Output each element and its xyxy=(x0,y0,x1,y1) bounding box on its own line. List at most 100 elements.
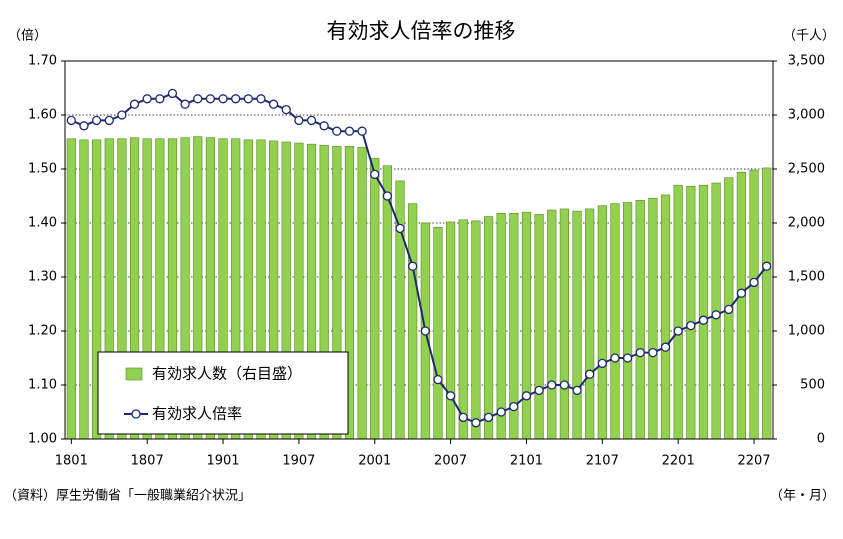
x-tick-label: 1907 xyxy=(282,454,315,469)
bar xyxy=(534,214,544,440)
line-marker xyxy=(117,110,127,120)
legend-label: 有効求人数（右目盛） xyxy=(152,365,302,383)
line-marker xyxy=(635,347,645,358)
bar xyxy=(483,216,494,440)
y2-tick-label: 1,500 xyxy=(788,270,825,285)
line-marker xyxy=(420,326,430,336)
line-marker xyxy=(357,126,367,136)
line-marker xyxy=(648,347,658,358)
bar xyxy=(408,203,418,440)
line-marker xyxy=(736,288,747,298)
line-marker xyxy=(547,380,557,390)
line-marker xyxy=(193,94,203,104)
y2-tick-label: 2,500 xyxy=(788,162,825,177)
bar xyxy=(521,211,532,440)
source-note: （資料）厚生労働省「一般職業紹介状況」 xyxy=(4,488,251,504)
y2-tick-label: 3,500 xyxy=(788,54,825,69)
bar xyxy=(635,200,645,440)
x-tick-label: 1901 xyxy=(206,454,239,469)
bar xyxy=(79,139,89,440)
legend-label: 有効求人倍率 xyxy=(152,405,242,423)
line-marker xyxy=(382,191,393,201)
x-tick-label: 2007 xyxy=(434,454,467,469)
x-tick-label: 2001 xyxy=(358,454,391,469)
line-marker xyxy=(91,115,102,126)
line-marker xyxy=(483,412,494,423)
bar xyxy=(648,197,658,440)
line-marker xyxy=(445,391,456,401)
x-tick-label: 2101 xyxy=(510,454,543,469)
line-marker xyxy=(142,94,152,104)
y-tick-label: 1.40 xyxy=(28,216,57,231)
legend-box xyxy=(97,351,349,435)
line-marker xyxy=(243,94,253,104)
y2-tick-label: 1,000 xyxy=(788,324,825,339)
y-tick-label: 1.60 xyxy=(28,108,57,123)
line-marker xyxy=(458,412,468,423)
line-marker xyxy=(319,121,329,131)
line-marker xyxy=(622,353,633,363)
bar xyxy=(370,157,380,440)
bar xyxy=(357,147,367,440)
bar xyxy=(382,165,392,440)
line-marker xyxy=(129,99,140,109)
bar xyxy=(471,220,481,440)
bar xyxy=(433,227,443,440)
x-tick-label: 1807 xyxy=(131,454,164,469)
line-marker xyxy=(559,380,570,390)
bar xyxy=(673,184,683,440)
line-marker xyxy=(471,418,481,428)
line-marker xyxy=(370,169,380,180)
bar xyxy=(762,167,772,440)
line-marker xyxy=(597,358,607,369)
line-marker xyxy=(268,99,279,109)
x-tick-label: 2207 xyxy=(737,454,770,469)
legend-swatch xyxy=(125,367,143,381)
line-marker xyxy=(521,391,532,401)
line-marker xyxy=(167,88,178,99)
line-marker xyxy=(281,104,291,115)
y-tick-label: 1.70 xyxy=(28,54,57,69)
plot-frame xyxy=(64,60,774,440)
bar xyxy=(736,171,746,440)
line-marker xyxy=(306,115,317,126)
x-tick-label: 2107 xyxy=(586,454,619,469)
chart-title: 有効求人倍率の推移 xyxy=(327,19,516,43)
bar xyxy=(559,208,569,440)
x-tick-label: 2201 xyxy=(662,454,695,469)
bar xyxy=(597,205,607,440)
bar xyxy=(623,202,633,440)
x-tick-label: 1801 xyxy=(55,454,88,469)
y-tick-label: 1.50 xyxy=(28,162,57,177)
bar xyxy=(610,203,620,440)
y-unit-label: （倍） xyxy=(8,29,47,44)
bar xyxy=(698,184,709,440)
line-marker xyxy=(724,304,734,315)
bar xyxy=(547,209,557,440)
line-marker xyxy=(762,261,772,271)
line-marker xyxy=(749,277,759,288)
bar xyxy=(572,210,582,440)
line-marker xyxy=(344,126,355,136)
line-marker xyxy=(610,353,620,363)
line-marker xyxy=(408,261,418,271)
y-tick-label: 1.10 xyxy=(28,378,57,393)
line-marker xyxy=(231,94,241,104)
bar xyxy=(496,212,506,440)
line-marker xyxy=(256,94,266,104)
line-marker xyxy=(698,315,709,325)
line-marker xyxy=(433,374,443,385)
y2-tick-label: 500 xyxy=(800,378,825,393)
bar xyxy=(446,221,456,440)
line-marker xyxy=(332,126,342,136)
y2-tick-label: 0 xyxy=(817,432,825,447)
bar xyxy=(66,138,76,440)
line-marker xyxy=(79,121,89,131)
legend-swatch xyxy=(131,409,141,419)
line-marker xyxy=(572,385,582,396)
bar xyxy=(660,194,671,440)
y2-tick-label: 2,000 xyxy=(788,216,825,231)
line-marker xyxy=(104,115,114,126)
